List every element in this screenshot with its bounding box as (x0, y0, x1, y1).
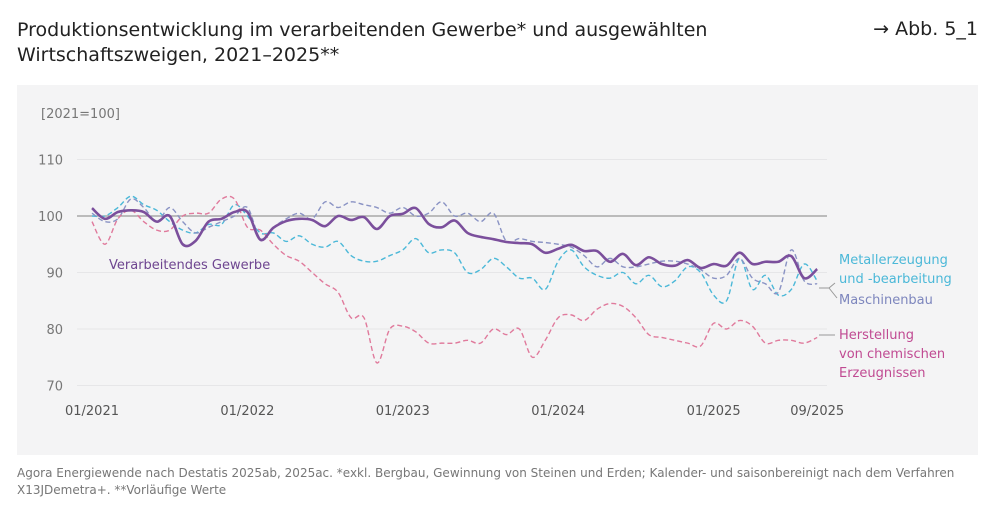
y-tick-label: 110 (38, 154, 63, 169)
series-label: Herstellung von chemischen Erzeugnissen (839, 328, 945, 381)
figure-reference-link[interactable]: → Abb. 5_1 (873, 18, 978, 40)
x-tick-label: 01/2024 (531, 404, 585, 419)
x-tick-label: 01/2021 (65, 404, 119, 419)
x-tick-label: 01/2023 (376, 404, 430, 419)
leader-line (819, 282, 838, 299)
y-tick-label: 100 (38, 210, 63, 225)
series-line-metallerzeugung-und-bearbeitung (91, 195, 818, 304)
y-tick-label: 90 (46, 267, 63, 282)
y-axis-label: [2021=100] (41, 107, 120, 122)
source-note: Agora Energiewende nach Destatis 2025ab,… (17, 466, 955, 497)
chart-panel: [2021=100] 110 100 90 80 70 01/2021 01/2022 01/… (17, 85, 978, 455)
x-tick-label: 09/2025 (790, 404, 844, 419)
y-tick-label: 80 (46, 323, 63, 338)
series-line-herstellung-von-chemischen-erzeugnissen (91, 195, 818, 364)
y-tick-label: 70 (46, 380, 63, 395)
x-tick-label: 01/2025 (687, 404, 741, 419)
series-label: Metallerzeugung und -bearbeitung (839, 253, 952, 287)
series-line-maschinenbau (91, 198, 818, 295)
x-tick-label: 01/2022 (220, 404, 274, 419)
chart-title: Produktionsentwicklung im verarbeitenden… (17, 19, 708, 66)
series-label: Maschinenbau (839, 293, 933, 308)
series-label: Verarbeitendes Gewerbe (109, 258, 270, 273)
series-line-verarbeitendes-gewerbe (91, 206, 819, 280)
